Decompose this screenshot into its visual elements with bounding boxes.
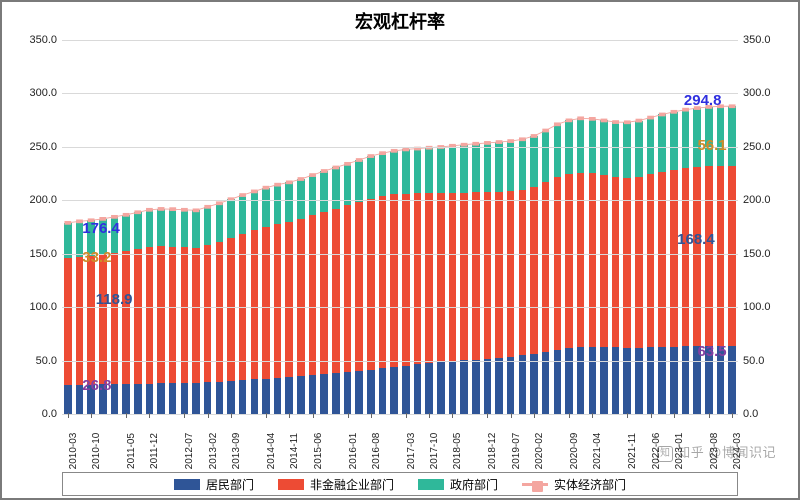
legend-label: 居民部门 <box>206 476 254 493</box>
plot-area: 0.00.050.050.0100.0100.0150.0150.0200.02… <box>62 40 738 414</box>
value-label: 176.4 <box>82 220 120 237</box>
real-economy-line <box>62 40 738 414</box>
value-label: 63.5 <box>697 343 726 360</box>
legend-item-gov: 政府部门 <box>418 476 498 493</box>
legend-label: 非金融企业部门 <box>310 476 394 493</box>
macro-leverage-chart: 宏观杠杆率 0.00.050.050.0100.0100.0150.0150.0… <box>0 0 800 500</box>
watermark: 知知乎 @博闻识记 <box>657 442 776 462</box>
value-label: 118.9 <box>96 291 133 308</box>
legend-label: 实体经济部门 <box>554 476 626 493</box>
value-label: 168.4 <box>677 231 715 248</box>
legend-item-nfc: 非金融企业部门 <box>278 476 394 493</box>
legend-label: 政府部门 <box>450 476 498 493</box>
chart-title: 宏观杠杆率 <box>2 8 798 34</box>
value-label: 33.2 <box>82 249 111 266</box>
legend: 居民部门 非金融企业部门 政府部门 实体经济部门 <box>62 472 738 496</box>
legend-item-residents: 居民部门 <box>174 476 254 493</box>
watermark-text: 知乎 @博闻识记 <box>677 445 776 460</box>
value-label: 56.1 <box>697 137 726 154</box>
value-label: 26.8 <box>82 377 111 394</box>
value-label: 294.8 <box>684 92 722 109</box>
legend-item-real: 实体经济部门 <box>522 476 626 493</box>
zhihu-icon: 知 <box>657 446 673 462</box>
